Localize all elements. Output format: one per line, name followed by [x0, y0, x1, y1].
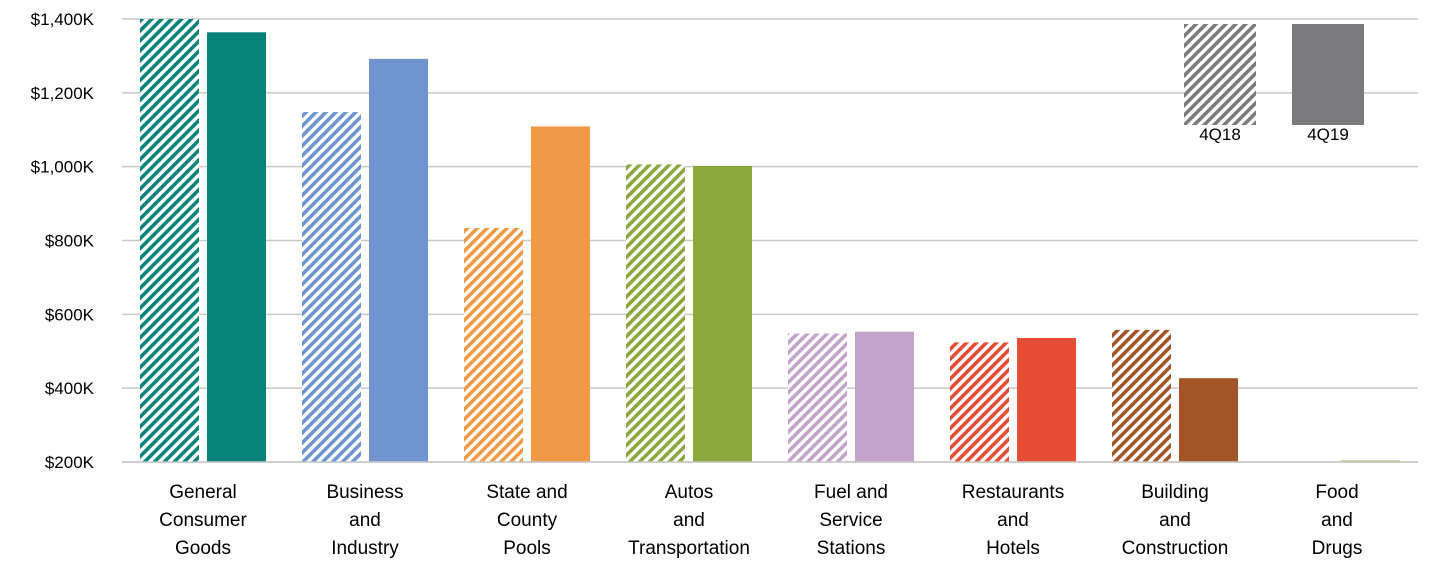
x-category-label: Restaurants and Hotels — [962, 482, 1064, 559]
bar-4q19 — [1341, 460, 1400, 462]
bar-4q18 — [1112, 329, 1171, 462]
x-category-label: Business and Industry — [326, 482, 403, 559]
x-category-label: State and County Pools — [486, 482, 567, 559]
bar-4q18 — [788, 333, 847, 462]
y-tick-label: $400K — [45, 379, 95, 398]
y-tick-label: $200K — [45, 453, 95, 472]
bar-4q19 — [855, 331, 914, 462]
y-tick-label: $1,200K — [31, 84, 95, 103]
x-axis: General Consumer Goods Business and Industry S… — [159, 482, 1362, 559]
bar-4q18 — [950, 342, 1009, 462]
x-category-label: Autos and Transportation — [628, 482, 750, 559]
bar-4q18 — [464, 227, 523, 462]
x-category-label: Building and Construction — [1122, 482, 1229, 559]
x-category-label: General Consumer Goods — [159, 482, 247, 559]
bar-4q19 — [531, 126, 590, 463]
legend: 4Q18 4Q19 — [1184, 24, 1364, 144]
bar-4q18 — [302, 112, 361, 462]
legend-swatch — [1184, 24, 1256, 125]
y-tick-label: $600K — [45, 305, 95, 324]
bars — [122, 19, 1418, 463]
legend-label: 4Q18 — [1199, 125, 1241, 144]
bar-4q19 — [369, 58, 428, 463]
x-category-label: Fuel and Service Stations — [814, 482, 888, 559]
x-category-label: Food and Drugs — [1312, 482, 1363, 559]
y-tick-label: $1,000K — [31, 158, 95, 177]
y-tick-label: $1,400K — [31, 10, 95, 29]
legend-swatch — [1292, 24, 1364, 125]
y-tick-label: $800K — [45, 232, 95, 251]
bar-4q19 — [1017, 337, 1076, 462]
bar-4q19 — [693, 165, 752, 462]
legend-label: 4Q19 — [1307, 125, 1349, 144]
bar-4q18 — [626, 164, 685, 462]
bar-4q18 — [140, 19, 199, 462]
bar-4q19 — [207, 32, 266, 462]
bar-4q19 — [1179, 378, 1238, 462]
y-axis: $200K $400K $600K $800K $1,000K $1,200K $1,400… — [31, 10, 95, 472]
